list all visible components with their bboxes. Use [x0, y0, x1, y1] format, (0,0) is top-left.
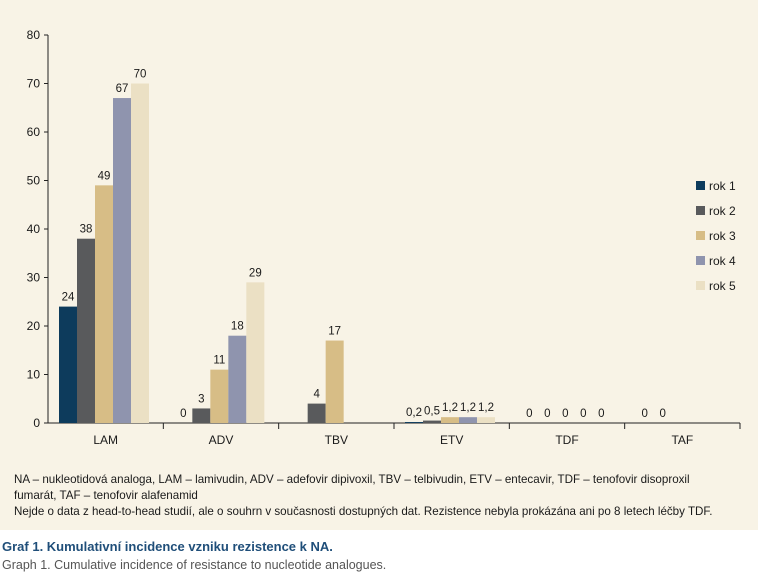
- chart-notes: NA – nukleotidová analoga, LAM – lamivud…: [14, 472, 749, 520]
- y-tick-label: 70: [27, 77, 41, 91]
- bar: [405, 422, 423, 423]
- notes-line-3: Nejde o data z head-to-head studií, ale …: [14, 505, 713, 518]
- x-tick-label: TBV: [325, 433, 348, 447]
- bar: [131, 83, 149, 423]
- bar: [228, 335, 247, 423]
- caption-subtitle: Graph 1. Cumulative incidence of resista…: [2, 558, 387, 572]
- y-tick-label: 20: [27, 319, 41, 333]
- notes-line-2: fumarát, TAF – tenofovir alafenamid: [14, 489, 198, 502]
- legend-swatch: [696, 181, 705, 190]
- bar: [95, 185, 113, 423]
- data-label: 0: [544, 408, 550, 420]
- x-tick-label: ADV: [209, 433, 234, 447]
- bar: [307, 403, 326, 423]
- bar: [113, 98, 131, 424]
- bar: [77, 238, 95, 423]
- y-tick-label: 50: [27, 174, 41, 188]
- legend-swatch: [696, 206, 705, 215]
- bar: [441, 417, 459, 423]
- x-tick-label: ETV: [440, 433, 463, 447]
- legend-label: rok 5: [709, 279, 736, 293]
- notes-line-1: NA – nukleotidová analoga, LAM – lamivud…: [14, 473, 690, 486]
- data-label: 17: [328, 326, 341, 338]
- data-label: 0: [180, 408, 186, 420]
- y-tick-label: 60: [27, 125, 41, 139]
- data-label: 18: [231, 321, 244, 333]
- data-label: 24: [62, 292, 75, 304]
- data-label: 4: [313, 389, 320, 401]
- x-tick-label: TDF: [555, 433, 578, 447]
- bar: [423, 420, 441, 423]
- bar: [210, 369, 229, 423]
- bar: [477, 417, 495, 423]
- data-label: 29: [249, 267, 262, 279]
- bar-chart: 01020304050607080LAM2438496770ADV0311182…: [27, 28, 741, 447]
- x-tick-label: TAF: [671, 433, 693, 447]
- data-label: 0: [562, 408, 568, 420]
- data-label: 3: [198, 393, 204, 405]
- bar: [325, 340, 344, 423]
- bar: [59, 306, 77, 423]
- legend-label: rok 2: [709, 204, 736, 218]
- data-label: 1,2: [460, 402, 476, 414]
- caption-title: Graf 1. Kumulativní incidence vzniku rez…: [2, 539, 333, 554]
- data-label: 0: [641, 408, 647, 420]
- y-tick-label: 10: [27, 368, 41, 382]
- legend-label: rok 3: [709, 229, 736, 243]
- bar: [246, 282, 265, 423]
- bar: [192, 408, 211, 423]
- y-tick-label: 0: [33, 416, 40, 430]
- legend-swatch: [696, 281, 705, 290]
- data-label: 1,2: [442, 402, 458, 414]
- data-label: 0,2: [406, 407, 422, 419]
- x-tick-label: LAM: [93, 433, 118, 447]
- data-label: 0,5: [424, 406, 440, 418]
- y-tick-label: 40: [27, 222, 41, 236]
- data-label: 67: [116, 83, 129, 95]
- data-label: 38: [80, 224, 93, 236]
- y-tick-label: 80: [27, 28, 41, 42]
- data-label: 0: [598, 408, 604, 420]
- data-label: 70: [134, 69, 147, 81]
- data-label: 0: [580, 408, 586, 420]
- data-label: 0: [526, 408, 532, 420]
- legend-swatch: [696, 231, 705, 240]
- data-label: 1,2: [478, 402, 494, 414]
- data-label: 49: [98, 170, 111, 182]
- data-label: 11: [213, 355, 225, 367]
- bar: [459, 417, 477, 423]
- data-label: 0: [659, 408, 665, 420]
- legend-label: rok 1: [709, 179, 736, 193]
- legend-swatch: [696, 256, 705, 265]
- y-tick-label: 30: [27, 271, 41, 285]
- legend-label: rok 4: [709, 254, 736, 268]
